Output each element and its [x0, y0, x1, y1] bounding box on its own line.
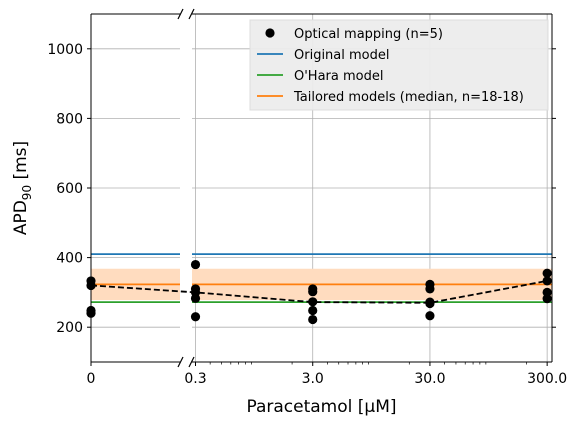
optical-point [191, 260, 200, 269]
optical-point [191, 312, 200, 321]
y-axis-label: APD90 [ms] [11, 141, 34, 235]
legend-label-ohara: O'Hara model [294, 69, 383, 84]
y-axis-label-main: APD [11, 200, 31, 235]
y-tick-label: 200 [56, 320, 83, 336]
optical-point [425, 311, 434, 320]
y-axis-label-sub: 90 [20, 185, 34, 200]
x-tick-label: 3.0 [302, 371, 324, 387]
optical-point [308, 306, 317, 315]
legend-label-tailored: Tailored models (median, n=18-18) [293, 90, 524, 105]
optical-point [308, 287, 317, 296]
optical-point [543, 294, 552, 303]
optical-point [308, 315, 317, 324]
optical-point [191, 294, 200, 303]
legend-label-original: Original model [294, 48, 389, 63]
legend-label-optical: Optical mapping (n=5) [294, 27, 443, 42]
y-tick-label: 1000 [47, 42, 83, 58]
optical-point [543, 276, 552, 285]
y-tick-label: 400 [56, 251, 83, 267]
x-tick-label: 0 [87, 371, 96, 387]
x-tick-label: 300.0 [527, 371, 567, 387]
y-tick-label: 600 [56, 181, 83, 197]
legend-marker-optical [265, 28, 274, 37]
x-tick-label: 30.0 [414, 371, 445, 387]
optical-point [425, 284, 434, 293]
legend: Optical mapping (n=5) Original model O'Har… [250, 20, 548, 110]
optical-point [308, 297, 317, 306]
y-tick-label: 800 [56, 111, 83, 127]
y-axis-label-unit: [ms] [11, 141, 31, 185]
x-axis-label: Paracetamol [µM] [246, 397, 396, 417]
x-tick-label: 0.3 [184, 371, 206, 387]
optical-point [425, 299, 434, 308]
